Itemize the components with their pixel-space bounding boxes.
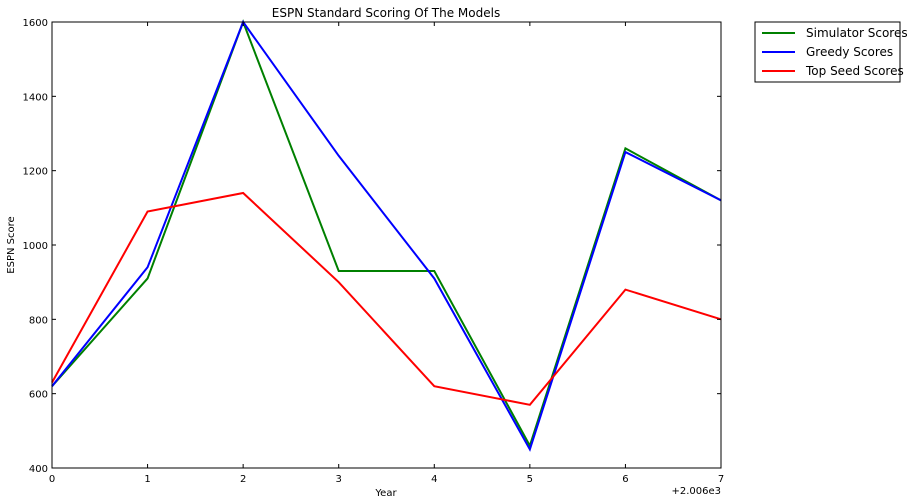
x-tick-label: 4 [431,474,437,485]
x-tick-label: 2 [240,474,246,485]
x-axis: 0 1 2 3 4 5 6 7 [49,22,724,485]
x-tick-label: 7 [718,474,724,485]
plot-lines [51,19,722,452]
y-tick-label: 1200 [23,167,48,178]
x-tick-label: 3 [336,474,342,485]
legend-label-3: Top Seed Scores [805,64,904,78]
legend: Simulator Scores Greedy Scores Top Seed Sc… [754,21,907,83]
y-axis: 400 600 800 1000 1200 1400 1600 [23,18,721,475]
legend-label-1: Simulator Scores [806,26,907,40]
series-line-2 [51,19,722,452]
x-tick-label: 1 [144,474,150,485]
x-axis-label: Year [374,488,397,499]
y-axis-label: ESPN Score [6,216,17,273]
y-tick-label: 1000 [23,241,48,252]
y-tick-label: 1600 [23,18,48,29]
x-tick-label: 5 [527,474,533,485]
chart-title: ESPN Standard Scoring Of The Models [272,6,500,20]
y-tick-label: 600 [29,390,48,401]
y-tick-label: 1400 [23,92,48,103]
legend-label-2: Greedy Scores [806,45,893,59]
y-tick-label: 400 [29,464,48,475]
y-tick-label: 800 [29,315,48,326]
x-offset-text: +2.006e3 [671,486,721,497]
series-line-1 [51,19,722,449]
x-tick-label: 0 [49,474,55,485]
series-line-3 [51,191,722,406]
x-tick-label: 6 [622,474,628,485]
plot-frame [51,21,722,469]
